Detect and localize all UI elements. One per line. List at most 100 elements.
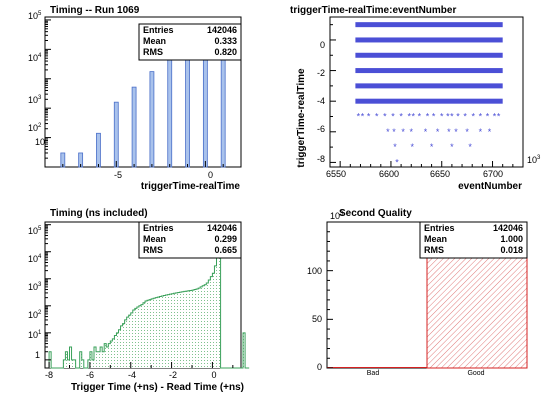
- histogram-bar: [96, 132, 101, 168]
- stats-label: Mean: [424, 234, 447, 244]
- panel-4-y-multiplier: 103: [330, 211, 344, 221]
- panel-3: Timing (ns included) 105 104 103 102 101…: [28, 208, 250, 393]
- panel-4: Second Quality 103 100 50 0 Bad Good Ent…: [307, 208, 528, 377]
- panel-4-ytick-label: 50: [312, 314, 322, 324]
- scatter-point: *: [450, 142, 454, 152]
- panel-1-ytick-label: 105: [28, 11, 42, 21]
- panel-2-xlabel: eventNumber: [458, 181, 522, 192]
- panel-1-title: Timing -- Run 1069: [50, 5, 140, 16]
- scatter-point: *: [488, 127, 492, 137]
- histogram-bar: [113, 101, 119, 168]
- stats-label: Entries: [143, 25, 174, 35]
- scatter-point: *: [410, 127, 414, 137]
- stats-value: 0.665: [214, 245, 237, 255]
- panel-3-xtick-label: 0: [211, 370, 216, 380]
- panel-3-ytick-label: 103: [28, 282, 42, 292]
- histogram-bar: [167, 57, 173, 168]
- histogram-bar: [149, 71, 155, 168]
- scatter-point: *: [357, 111, 361, 121]
- scatter-point: *: [468, 142, 472, 152]
- panel-1-ytick-label: 10: [35, 137, 45, 147]
- panel-4-category-label: Bad: [367, 370, 380, 377]
- stats-label: Mean: [143, 36, 166, 46]
- scatter-point: *: [412, 111, 416, 121]
- panel-4-category-label: Good: [467, 370, 484, 377]
- stats-label: RMS: [143, 245, 163, 255]
- scatter-point: *: [375, 111, 379, 121]
- panel-2-ticks: [330, 24, 514, 167]
- stats-value: 142046: [207, 25, 237, 35]
- stats-label: Entries: [143, 223, 174, 233]
- scatter-point: *: [392, 127, 396, 137]
- scatter-point: *: [383, 111, 387, 121]
- scatter-point: *: [497, 111, 501, 121]
- panel-4-bar-bad: [327, 367, 427, 368]
- scatter-point: *: [447, 127, 451, 137]
- scatter-point: *: [450, 111, 454, 121]
- scatter-point: *: [493, 111, 497, 121]
- scatter-point: *: [399, 111, 403, 121]
- panel-1-ytick-label: 103: [28, 95, 42, 105]
- scatter-point: *: [424, 127, 428, 137]
- panel-3-ytick-label: 104: [28, 254, 42, 264]
- scatter-point: *: [440, 111, 444, 121]
- scatter-band: [355, 83, 503, 89]
- panel-2-xtick-label: 6550: [326, 169, 346, 179]
- panel-3-xtick-label: -6: [86, 370, 94, 380]
- panel-4-ticks: [327, 231, 333, 369]
- panel-2-ytick-label: 0: [320, 40, 325, 50]
- panel-1-frame: [44, 16, 242, 168]
- panel-1-xtick-label: -5: [114, 170, 122, 180]
- scatter-band: [355, 68, 503, 74]
- scatter-band: [355, 22, 503, 28]
- panel-3-ytick-label: 101: [28, 330, 42, 340]
- scatter-point: *: [407, 111, 411, 121]
- panel-3-ytick-label: 1: [35, 350, 40, 360]
- y-multiplier-base: 10: [330, 211, 340, 221]
- panel-4-ytick-label: 100: [307, 266, 322, 276]
- panel-2-title: triggerTime-realTime:eventNumber: [290, 5, 456, 16]
- scatter-point: *: [463, 111, 467, 121]
- scatter-point: *: [391, 111, 395, 121]
- scatter-point: *: [456, 111, 460, 121]
- scatter-point: *: [361, 111, 365, 121]
- panel-2-ylabel: triggerTime-realTime: [296, 68, 307, 168]
- stats-value: 0.820: [214, 47, 237, 57]
- stats-label: Entries: [424, 223, 455, 233]
- panel-2-ytick-label: -2: [317, 68, 325, 78]
- y-multiplier-exponent: 3: [340, 211, 344, 217]
- x-multiplier-exponent: 3: [537, 155, 541, 161]
- panel-3-histogram-fill: [49, 235, 250, 368]
- panel-1-ytick-label: 104: [28, 53, 42, 63]
- stats-value: 142046: [207, 223, 237, 233]
- stats-value: 0.333: [214, 36, 237, 46]
- scatter-point: *: [486, 111, 490, 121]
- panel-1-ticks: [44, 19, 242, 168]
- scatter-point: *: [432, 111, 436, 121]
- scatter-point: *: [430, 142, 434, 152]
- scatter-point: *: [436, 127, 440, 137]
- scatter-point: *: [446, 111, 450, 121]
- panel-2-xtick-label: 6600: [379, 169, 399, 179]
- panel-3-ytick-label: 105: [28, 226, 42, 236]
- panel-3-title: Timing (ns included): [50, 208, 148, 219]
- panel-2: triggerTime-realTime:eventNumber * * * * * * *…: [290, 5, 541, 192]
- histogram-bar: [185, 46, 190, 168]
- scatter-point: *: [367, 111, 371, 121]
- scatter-point: *: [479, 111, 483, 121]
- scatter-band: [355, 52, 503, 58]
- stats-value: 1.000: [500, 234, 523, 244]
- histogram-bar: [131, 86, 137, 168]
- scatter-point: *: [471, 111, 475, 121]
- panel-1-xtick-label: 0: [208, 170, 213, 180]
- panel-3-ticks: [45, 224, 234, 368]
- panel-1: Timing -- Run 1069 105 104 103 102 10 -5…: [28, 5, 242, 192]
- scatter-point: *: [393, 142, 397, 152]
- stats-value: 0.299: [214, 234, 237, 244]
- panel-3-xtick-label: -2: [169, 370, 177, 380]
- panel-3-histogram-line: [48, 234, 250, 369]
- panel-2-frame: [329, 16, 524, 168]
- panel-1-xlabel: triggerTime-realTime: [141, 181, 241, 192]
- scatter-point: *: [426, 111, 430, 121]
